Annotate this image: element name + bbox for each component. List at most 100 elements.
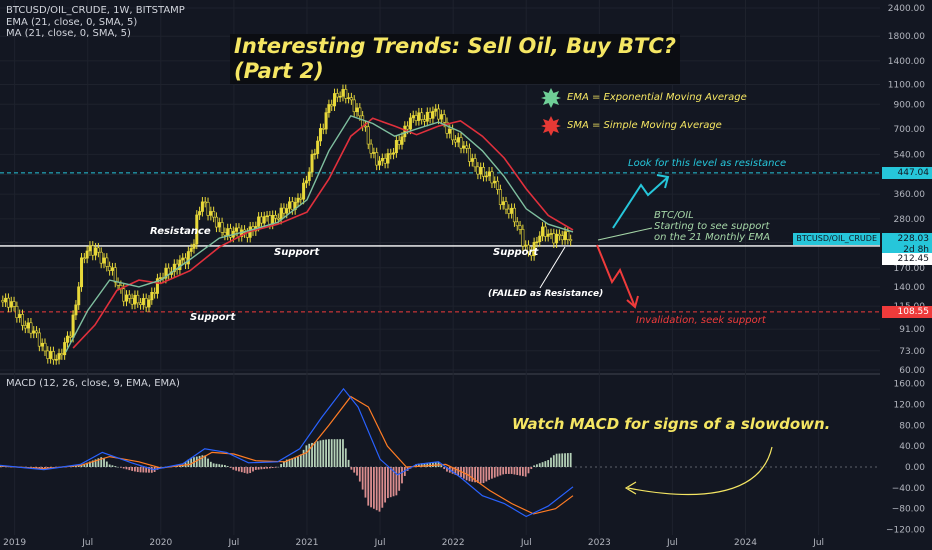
macd-histogram-bar	[302, 449, 305, 467]
candle-body	[105, 257, 109, 267]
macd-histogram-bar	[105, 461, 108, 467]
macd-histogram-bar	[215, 463, 218, 467]
macd-histogram-bar	[420, 463, 423, 467]
symbol-legend[interactable]: BTCUSD/OIL_CRUDE, 1W, BITSTAMP	[6, 5, 185, 16]
candle-body	[366, 126, 370, 145]
candle-body	[437, 108, 441, 120]
macd-histogram-bar	[555, 453, 558, 467]
macd-histogram-bar	[150, 467, 153, 473]
sma-line	[72, 117, 574, 349]
macd-histogram-bar	[297, 456, 299, 467]
invalidation-price-tag: 108.55	[882, 306, 932, 318]
candle-body	[80, 257, 84, 288]
candle-body	[569, 239, 573, 242]
candle-body	[341, 89, 345, 97]
failed-label: (FAILED as Resistance)	[488, 289, 604, 299]
candle-body	[220, 222, 224, 233]
candle-body	[512, 207, 516, 223]
support-price-tag: 212.45	[882, 253, 932, 265]
candle-body	[257, 216, 261, 227]
macd-histogram-bar	[271, 467, 274, 468]
ma-legend[interactable]: MA (21, close, 0, SMA, 5)	[6, 28, 131, 39]
candle-body	[12, 301, 16, 307]
candle-body	[71, 314, 75, 338]
macd-histogram-bar	[207, 458, 209, 467]
macd-axis-label: −120.00	[886, 526, 925, 536]
candle-body	[125, 294, 129, 302]
macd-histogram-bar	[322, 439, 325, 467]
macd-histogram-bar	[544, 461, 547, 467]
candle-body	[153, 292, 157, 294]
candle-body	[200, 201, 204, 212]
macd-legend[interactable]: MACD (12, 26, close, 9, EMA, EMA)	[6, 378, 180, 389]
candle-body	[456, 137, 460, 143]
time-axis-label: Jul	[227, 538, 239, 548]
macd-histogram-bar	[356, 467, 358, 476]
chart-title: Interesting Trends: Sell Oil, Buy BTC? (…	[230, 34, 680, 84]
btcoil-note-2: Starting to see support	[654, 221, 770, 232]
macd-histogram-bar	[530, 467, 533, 470]
candle-body	[389, 153, 393, 155]
candle-body	[462, 145, 466, 149]
candle-body	[63, 342, 67, 356]
macd-histogram-bar	[139, 467, 142, 473]
down-arrow-icon	[596, 244, 636, 308]
macd-histogram-bar	[148, 467, 150, 473]
candle-body	[150, 292, 154, 301]
candle-body	[431, 111, 435, 119]
ema-legend[interactable]: EMA (21, close, 0, SMA, 5)	[6, 17, 138, 28]
candle-body	[349, 97, 353, 101]
candle-body	[37, 332, 41, 347]
candle-body	[94, 247, 98, 256]
candle-body	[226, 228, 230, 236]
macd-axis-label: 160.00	[894, 380, 926, 390]
candle-body	[164, 267, 168, 279]
candle-body	[378, 160, 382, 166]
macd-histogram-bar	[274, 467, 277, 468]
candle-body	[214, 216, 218, 228]
candle-body	[74, 304, 78, 316]
candle-body	[330, 104, 334, 107]
candle-body	[524, 244, 528, 247]
macd-histogram-bar	[119, 467, 122, 468]
macd-histogram-bar	[204, 455, 207, 467]
candle-body	[439, 114, 443, 120]
price-axis-label: 91.00	[899, 325, 925, 335]
candle-body	[130, 298, 134, 305]
support-label-1: Support	[190, 312, 236, 323]
macd-histogram-bar	[378, 467, 381, 512]
macd-histogram-bar	[257, 467, 260, 470]
macd-histogram-bar	[429, 462, 432, 467]
candle-body	[400, 136, 404, 145]
candle-body	[192, 243, 196, 249]
macd-histogram-bar	[527, 467, 530, 474]
macd-histogram-bar	[347, 459, 350, 467]
price-axis-label: 170.00	[894, 264, 926, 274]
candle-body	[445, 121, 449, 134]
macd-histogram-bar	[513, 467, 516, 475]
candle-body	[88, 245, 92, 252]
macd-histogram-bar	[134, 467, 136, 472]
candle-body	[155, 278, 159, 294]
candle-body	[172, 263, 176, 273]
invalidation-note: Invalidation, seek support	[636, 315, 766, 326]
time-axis-label: Jul	[812, 538, 824, 548]
candle-body	[428, 111, 432, 119]
up-arrow-icon	[612, 176, 669, 229]
candle-body	[198, 211, 202, 216]
candle-body	[147, 299, 151, 308]
candle-body	[91, 245, 95, 256]
macd-histogram-bar	[131, 467, 134, 471]
macd-histogram-bar	[392, 467, 395, 497]
btcoil-note-3: on the 21 Monthly EMA	[654, 232, 771, 243]
macd-histogram-bar	[426, 462, 429, 467]
candle-body	[313, 153, 317, 155]
macd-histogram-bar	[235, 467, 238, 471]
candle-body	[507, 208, 511, 214]
candle-body	[304, 180, 308, 184]
candle-body	[557, 233, 561, 236]
candle-body	[403, 125, 407, 138]
macd-histogram-bar	[569, 452, 572, 467]
candle-body	[487, 171, 491, 177]
macd-histogram-bar	[476, 467, 479, 483]
